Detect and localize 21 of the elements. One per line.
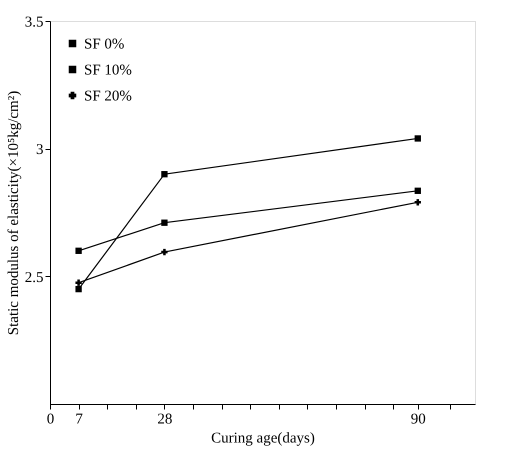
point (161, 220, 168, 226)
point (75, 280, 82, 286)
legend-label: SF 10% (84, 62, 132, 78)
x-tick-label: 0 (46, 412, 54, 428)
x-tick-label: 7 (75, 412, 84, 428)
y-axis-title: Static modulus of elasticity(×10⁵kg/cm²) (6, 90, 22, 336)
x-axis-title: Curing age(days) (211, 430, 315, 446)
point (75, 248, 82, 254)
point (414, 199, 421, 206)
x-tick-label: 90 (410, 412, 426, 428)
point (75, 286, 82, 292)
y-tick-label: 2.5 (24, 270, 44, 286)
x-tick-label: 28 (157, 412, 172, 428)
point (414, 188, 421, 194)
y-tick-label: 3.5 (24, 14, 44, 30)
point (161, 171, 168, 178)
y-tick-label: 3 (36, 142, 44, 158)
point (161, 248, 168, 256)
legend-label: SF 20% (84, 88, 132, 104)
legend-label: SF 0% (84, 36, 124, 52)
point (414, 135, 421, 142)
